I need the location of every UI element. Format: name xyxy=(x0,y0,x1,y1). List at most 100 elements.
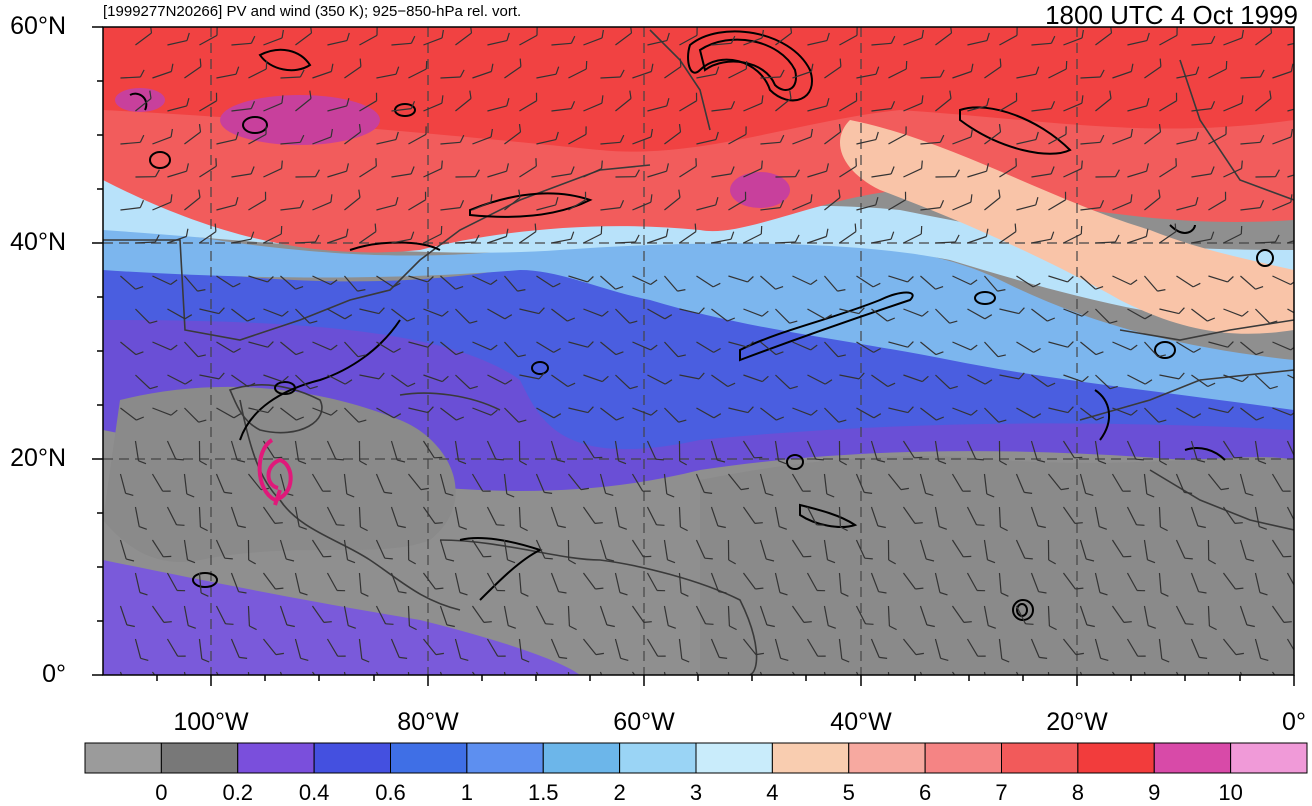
colorbar-swatch xyxy=(161,743,237,773)
colorbar-swatch xyxy=(467,743,543,773)
wind-barb-feather xyxy=(840,59,841,67)
wind-barb-feather xyxy=(922,161,923,169)
wind-barb-feather xyxy=(497,525,505,526)
wind-barb-feather xyxy=(644,687,652,688)
wind-barb-feather xyxy=(989,692,997,694)
wind-barb-feather xyxy=(1136,459,1144,460)
wind-barb-feather xyxy=(1075,523,1083,524)
wind-barb-feather xyxy=(545,558,553,559)
wind-barb-feather xyxy=(817,525,825,526)
wind-barb-feather xyxy=(762,161,763,169)
colorbar-swatch xyxy=(772,743,848,773)
wind-barb-feather xyxy=(386,624,394,625)
wind-barb-feather xyxy=(164,687,172,688)
colorbar-swatch xyxy=(543,743,619,773)
wind-barb-feather xyxy=(324,687,332,688)
wind-barb-feather xyxy=(484,622,492,623)
wind-barb-feather xyxy=(570,692,577,695)
lat-label-0: 0° xyxy=(0,660,66,689)
wind-barb-feather xyxy=(1025,558,1033,559)
wind-barb-feather xyxy=(215,224,216,232)
wind-barb-feather xyxy=(915,523,923,524)
lon-label-40w: 40°W xyxy=(811,708,911,737)
wind-barb-feather xyxy=(644,622,652,623)
low-pv-blob xyxy=(700,456,1294,675)
colorbar-swatch xyxy=(1078,743,1154,773)
wind-barb-feather xyxy=(804,687,812,688)
colorbar-tick-label: 0.4 xyxy=(284,780,344,806)
colorbar-tick-label: 0 xyxy=(131,780,191,806)
wind-barb-feather xyxy=(226,624,234,625)
wind-barb-feather xyxy=(496,459,504,460)
colorbar-tick-label: 7 xyxy=(972,780,1032,806)
wind-barb-feather xyxy=(1088,691,1096,692)
wind-barb-feather xyxy=(1160,59,1161,67)
wind-barb-feather xyxy=(176,459,184,460)
wind-barb-feather xyxy=(1015,224,1016,232)
wind-barb-feather xyxy=(484,687,492,688)
wind-barb-feather xyxy=(1124,687,1132,688)
wind-barb-feather xyxy=(1297,525,1305,526)
wind-barb-feather xyxy=(1149,692,1157,694)
wind-barb-feather xyxy=(656,459,664,460)
wind-barb-feather xyxy=(385,558,393,559)
wind-barb-feather xyxy=(768,691,776,692)
colorbar-tick-label: 3 xyxy=(666,780,726,806)
wind-barb-feather xyxy=(410,692,417,695)
colorbar-swatch xyxy=(391,743,467,773)
colorbar-tick-label: 1 xyxy=(437,780,497,806)
wind-barb-feather xyxy=(669,692,677,694)
lon-label-100w: 100°W xyxy=(161,708,261,737)
colorbar-tick-label: 5 xyxy=(819,780,879,806)
lat-label-60n: 60°N xyxy=(0,12,66,41)
wind-barb-feather xyxy=(200,59,201,67)
wind-barb-feather xyxy=(695,224,696,232)
wind-barb-feather xyxy=(1082,161,1083,169)
wind-barb-feather xyxy=(964,687,972,688)
wind-barb-feather xyxy=(1186,624,1194,625)
colorbar-swatch xyxy=(1231,743,1307,773)
wind-barb-feather xyxy=(535,224,536,232)
wind-barb-feather xyxy=(349,692,357,694)
lon-label-0: 0° xyxy=(1244,708,1312,737)
wind-barb-feather xyxy=(1306,229,1308,237)
wind-barb-feather xyxy=(657,525,665,526)
wind-barb-feather xyxy=(755,523,763,524)
wind-barb-feather xyxy=(1124,622,1132,623)
wind-barb-feather xyxy=(706,624,714,625)
lon-label-60w: 60°W xyxy=(594,708,694,737)
colorbar-swatch xyxy=(925,743,1001,773)
colorbar-tick-label: 9 xyxy=(1124,780,1184,806)
colorbar-swatch xyxy=(1154,743,1230,773)
wind-barb-feather xyxy=(1210,692,1217,695)
wind-barb-feather xyxy=(337,525,345,526)
colorbar-tick-label: 10 xyxy=(1201,780,1261,806)
wind-barb-feather xyxy=(546,624,554,625)
wind-barb-feather xyxy=(509,692,517,694)
wind-barb-feather xyxy=(1248,691,1256,692)
wind-barb-feather xyxy=(866,624,874,625)
pv-magenta-core xyxy=(115,88,165,112)
wind-barb-feather xyxy=(1242,161,1243,169)
wind-barb-feather xyxy=(977,525,985,526)
wind-barb-feather xyxy=(1000,59,1001,67)
wind-barb-feather xyxy=(275,523,283,524)
wind-barb-feather xyxy=(1305,380,1312,384)
wind-barb-feather xyxy=(705,558,713,559)
wind-barb-feather xyxy=(225,558,233,559)
wind-barb-feather xyxy=(608,691,616,692)
wind-barb-feather xyxy=(1296,459,1304,460)
colorbar-swatch xyxy=(620,743,696,773)
wind-barb-feather xyxy=(177,525,185,526)
wind-barb-feather xyxy=(324,622,332,623)
wind-barb-feather xyxy=(1235,523,1243,524)
wind-barb-feather xyxy=(1307,163,1309,171)
colorbar-swatch xyxy=(849,743,925,773)
colorbar-swatch xyxy=(238,743,314,773)
wind-barb-feather xyxy=(1026,624,1034,625)
map-subtitle: [1999277N20266] PV and wind (350 K); 925… xyxy=(103,3,521,20)
wind-barb-feather xyxy=(520,59,521,67)
wind-barb-feather xyxy=(164,622,172,623)
wind-barb-feather xyxy=(282,161,283,169)
